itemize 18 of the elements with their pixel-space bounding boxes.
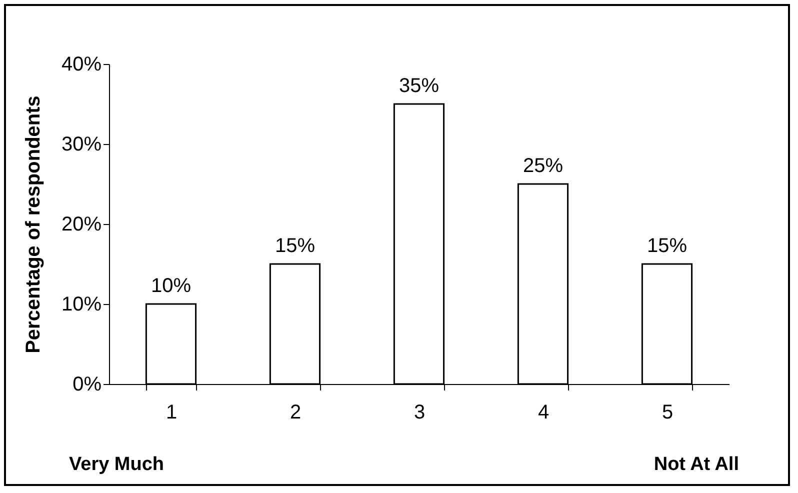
x-tick-label: 2 xyxy=(290,402,302,424)
x-tick-label: 3 xyxy=(414,402,426,424)
x-tick-label: 5 xyxy=(662,402,674,424)
data-label: 15% xyxy=(274,235,316,257)
y-tick-label: 10% xyxy=(61,294,102,316)
y-tick-label: 30% xyxy=(61,134,102,156)
data-label: 35% xyxy=(398,75,440,97)
y-tick-label: 20% xyxy=(61,214,102,236)
y-tick-label: 0% xyxy=(72,374,102,396)
text: Not At All xyxy=(654,454,739,475)
y-tick-label: 40% xyxy=(61,54,102,76)
y-axis-title: Percentage of respondents xyxy=(22,96,44,354)
x-tick-label: 4 xyxy=(538,402,550,424)
text: Very Much xyxy=(69,454,164,475)
x-tick-label: 1 xyxy=(166,402,178,424)
data-label: 15% xyxy=(646,235,688,257)
data-label: 10% xyxy=(150,275,192,297)
data-label: 25% xyxy=(522,155,564,177)
